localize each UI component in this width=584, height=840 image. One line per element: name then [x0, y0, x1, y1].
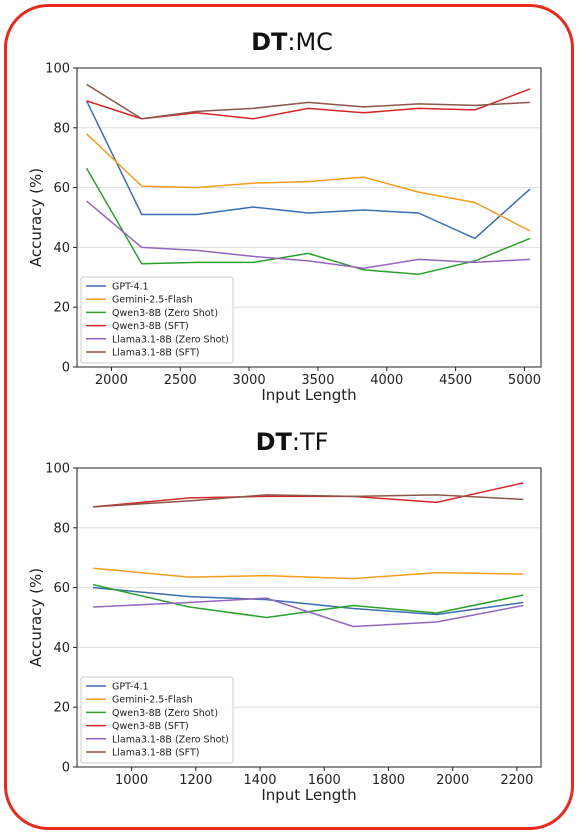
series-line [93, 597, 524, 628]
y-tick-label: 80 [53, 521, 70, 536]
x-tick-label: 4500 [439, 373, 472, 388]
legend-entry: Qwen3-8B (Zero Shot) [112, 708, 218, 719]
legend-entry: Llama3.1-8B (SFT) [112, 748, 200, 759]
x-tick-label: 3000 [233, 373, 266, 388]
series-line [92, 583, 524, 619]
series-line [86, 200, 531, 270]
x-tick-label: 3500 [301, 373, 334, 388]
y-tick-label: 100 [45, 462, 70, 477]
legend-entry: GPT-4.1 [112, 282, 149, 293]
y-tick-label: 40 [53, 241, 70, 256]
y-tick-label: 100 [45, 62, 70, 77]
legend-box [80, 276, 234, 364]
x-tick-label: 1800 [372, 773, 405, 788]
legend-entry: Qwen3-8B (SFT) [112, 721, 189, 732]
y-axis-label: Accuracy (%) [27, 568, 45, 667]
series-line [93, 494, 524, 508]
plot-area-border [76, 67, 542, 368]
x-tick-label: 2000 [95, 373, 128, 388]
series-line [85, 167, 531, 276]
series-line [93, 586, 524, 616]
x-tick-label: 2200 [500, 773, 533, 788]
y-axis-label: Accuracy (%) [27, 168, 45, 267]
x-tick-label: 2500 [164, 373, 197, 388]
red-rounded-frame [4, 4, 574, 830]
x-tick-label: 5000 [508, 373, 541, 388]
legend-entry: Llama3.1-8B (Zero Shot) [112, 334, 229, 345]
series-line [86, 133, 531, 232]
legend-entry: Gemini-2.5-Flash [112, 295, 193, 306]
series-line [85, 100, 531, 240]
y-tick-label: 20 [53, 701, 70, 716]
series-line [93, 567, 524, 580]
x-tick-label: 1000 [115, 773, 148, 788]
series-line [86, 83, 531, 120]
x-tick-label: 4000 [370, 373, 403, 388]
x-tick-label: 1400 [243, 773, 276, 788]
x-tick-label: 1600 [308, 773, 341, 788]
line-chart-mc: 0 20 40 60 80 100 2000 2500 3000 3500 4000 4500 5000… [27, 62, 542, 404]
x-axis-label: Input Length [261, 786, 356, 804]
x-tick-label: 2000 [436, 773, 469, 788]
y-tick-label: 80 [53, 121, 70, 136]
y-tick-label: 20 [53, 301, 70, 316]
y-tick-label: 60 [53, 181, 70, 196]
y-tick-label: 40 [53, 641, 70, 656]
legend-box [80, 676, 234, 764]
y-tick-label: 0 [62, 361, 70, 376]
y-tick-label: 60 [53, 581, 70, 596]
plot-area-border [76, 467, 542, 768]
x-tick-label: 1200 [179, 773, 212, 788]
legend-entry: Llama3.1-8B (Zero Shot) [112, 734, 229, 745]
legend-entry: GPT-4.1 [112, 682, 149, 693]
y-tick-label: 0 [62, 761, 70, 776]
legend-entry: Llama3.1-8B (SFT) [112, 348, 200, 359]
legend-entry: Gemini-2.5-Flash [112, 695, 193, 706]
legend-entry: Qwen3-8B (SFT) [112, 321, 189, 332]
chart-title-tf: DT:TF [255, 428, 329, 456]
chart-title-mc: DT:MC [251, 28, 333, 56]
x-axis-label: Input Length [261, 386, 356, 404]
legend-entry: Qwen3-8B (Zero Shot) [112, 308, 218, 319]
